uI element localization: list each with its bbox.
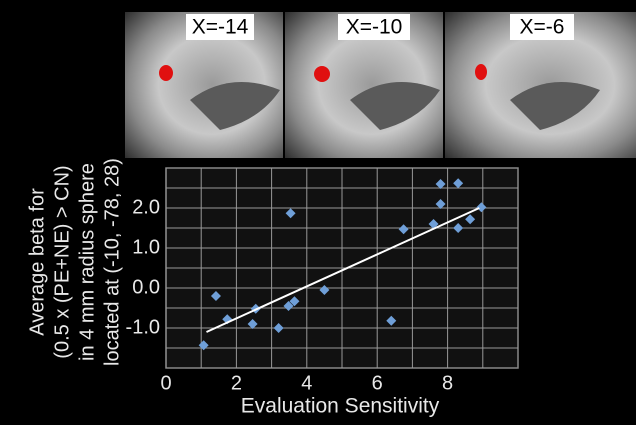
brain-detail [190, 82, 280, 130]
panel-label-box [186, 14, 254, 40]
panel-label: X=-10 [346, 16, 403, 39]
y-axis-label: located at (-10, -78, 28) [101, 158, 123, 366]
point [386, 315, 397, 326]
y-axis-label: (0.5 x (PE+NE) > CN) [51, 165, 73, 358]
y-axis-label: in 4 mm radius sphere [76, 163, 98, 361]
trend-line [206, 207, 480, 333]
point [289, 296, 300, 307]
y-tick-label: -1.0 [126, 316, 160, 338]
point [435, 179, 446, 189]
x-tick-label: 0 [160, 372, 171, 394]
y-axis-label: Average beta for [26, 188, 48, 336]
panel-label: X=-14 [192, 16, 249, 39]
point [198, 340, 209, 351]
x-tick-label: 2 [231, 372, 242, 394]
point [283, 301, 294, 311]
panel-label: X=-6 [520, 16, 565, 39]
brain-detail [510, 82, 600, 130]
point [210, 291, 221, 301]
point [453, 178, 464, 189]
point [435, 199, 446, 209]
point [465, 214, 476, 225]
activation-blob [475, 64, 487, 80]
brain-detail [350, 82, 440, 130]
y-tick-label: 0.0 [132, 276, 160, 298]
x-tick-label: 8 [442, 372, 453, 394]
panel-label-box [338, 14, 410, 40]
y-tick-label: 2.0 [132, 196, 160, 218]
brain-panels: X=-14 X=-10 X=-6 [125, 12, 636, 158]
point [428, 219, 439, 229]
x-axis-label: Evaluation Sensitivity [241, 395, 440, 418]
point [273, 323, 284, 333]
point [285, 208, 296, 219]
activation-blob [314, 66, 330, 82]
panel-label-box [510, 14, 574, 40]
x-tick-label: 4 [301, 372, 312, 394]
x-tick-label: 6 [372, 372, 383, 394]
point [247, 319, 258, 329]
point [453, 223, 464, 233]
point [476, 202, 487, 213]
point [398, 224, 409, 235]
point [319, 285, 330, 295]
y-tick-label: 1.0 [132, 236, 160, 258]
activation-blob [159, 65, 173, 81]
